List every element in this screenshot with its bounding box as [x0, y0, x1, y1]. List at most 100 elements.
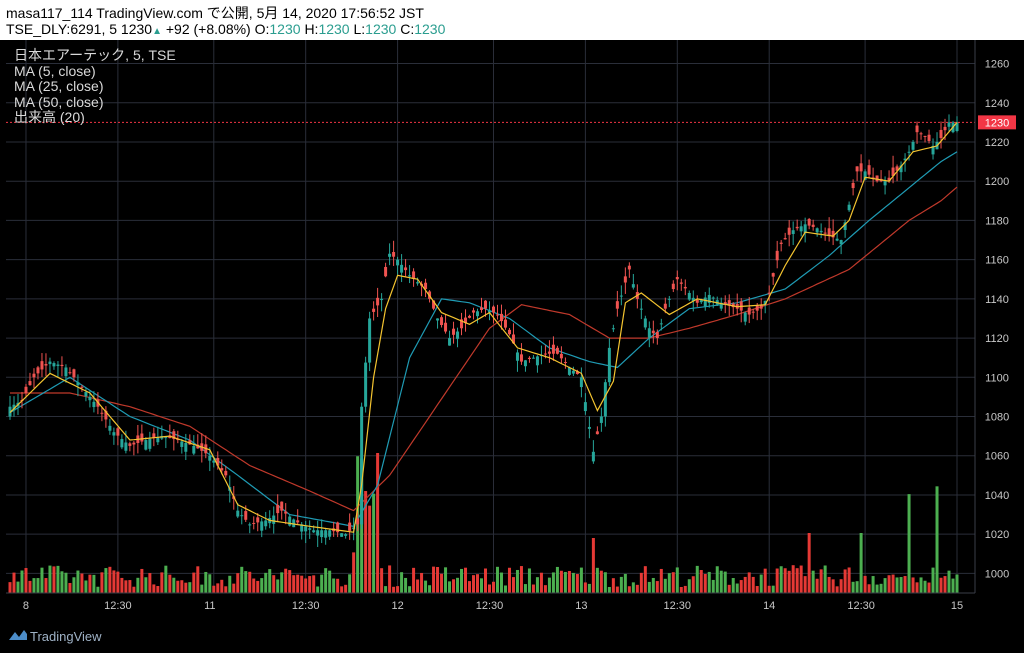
y-tick-label: 1240	[985, 98, 1009, 110]
volume-bar	[232, 583, 236, 593]
ma50-line-group	[10, 186, 958, 512]
volume-bar	[603, 572, 607, 593]
legend-ma50[interactable]: MA (50, close)	[14, 93, 104, 110]
volume-bar	[252, 578, 256, 593]
candle-body	[795, 226, 799, 229]
volume-bar	[432, 566, 436, 593]
candle-body	[895, 166, 899, 171]
candle-body	[579, 377, 583, 388]
volume-bar	[412, 567, 416, 593]
volume-bar	[156, 586, 160, 593]
candle-body	[292, 519, 296, 528]
volume-bar	[599, 570, 603, 593]
candle-body	[687, 292, 691, 300]
legend-ma5[interactable]: MA (5, close)	[14, 62, 96, 79]
candle-body	[819, 230, 823, 233]
candle-body	[8, 406, 12, 417]
legend-ma25[interactable]: MA (25, close)	[14, 78, 104, 95]
ma25-line-group	[9, 151, 958, 527]
volume-bar	[212, 585, 216, 593]
legend-symbol: 日本エアーテック, 5, TSE	[14, 47, 176, 63]
volume-bar	[168, 574, 172, 593]
volume-bar	[472, 575, 476, 593]
volume-bar	[452, 579, 456, 593]
candle-body	[340, 533, 344, 537]
up-arrow-icon: ▲	[152, 26, 162, 37]
candle-body	[591, 451, 595, 462]
volume-bar	[308, 576, 312, 593]
volume-bar	[719, 570, 723, 593]
candle-body	[647, 328, 651, 338]
x-tick-label: 12:30	[476, 600, 504, 612]
x-tick-label: 11	[204, 600, 215, 612]
volume-bar	[128, 580, 132, 593]
candle-body	[923, 135, 927, 137]
volume-bar	[619, 576, 623, 593]
volume-bar	[80, 573, 84, 593]
candle-body	[599, 416, 603, 423]
candle-body	[835, 238, 839, 241]
price-chart[interactable]: 1230 1000 1020 1040 1060 1080 1100 1120 1140 116…	[0, 40, 1024, 622]
volume-bar	[555, 566, 559, 593]
candle-body	[755, 305, 759, 311]
candle-body	[507, 329, 511, 335]
volume-bar	[480, 578, 484, 593]
volume-bar	[16, 581, 20, 593]
candle-body	[823, 232, 827, 234]
candle-body	[939, 129, 943, 139]
ma50-line	[10, 186, 958, 512]
volume-bar	[831, 579, 835, 593]
volume-bar	[84, 580, 88, 593]
low-value: 1230	[365, 21, 397, 37]
volume-bar	[655, 581, 659, 593]
candle-body	[12, 404, 16, 411]
candle-body	[571, 370, 575, 374]
x-tick-label: 12:30	[847, 600, 875, 612]
candle-body	[675, 277, 679, 280]
volume-bar	[663, 578, 667, 593]
volume-bars	[8, 453, 959, 593]
symbol-quote-line: TSE_DLY:6291, 5 1230▲ +92 (+8.08%) O:123…	[6, 21, 445, 37]
volume-bar	[799, 565, 803, 593]
candle-body	[416, 282, 420, 284]
volume-bar	[352, 552, 356, 593]
candle-body	[563, 362, 567, 364]
candle-body	[152, 433, 156, 439]
last-price-line: 1230	[6, 115, 1016, 130]
volume-bar	[288, 570, 292, 593]
volume-bar	[264, 572, 268, 593]
volume-bar	[559, 570, 563, 593]
volume-bar	[583, 582, 587, 593]
candle-body	[300, 524, 304, 532]
candle-body	[324, 530, 328, 538]
volume-bar	[563, 571, 567, 593]
candle-body	[28, 381, 32, 386]
candle-body	[887, 177, 891, 182]
volume-bar	[72, 577, 76, 593]
candle-body	[503, 319, 507, 328]
candle-body	[527, 357, 531, 359]
volume-bar	[44, 578, 48, 593]
time-axis[interactable]: 8 12:30 11 12:30 12 12:30 13 12:30 14 12:30 15	[6, 592, 975, 612]
candle-body	[767, 292, 771, 294]
candle-body	[711, 297, 715, 299]
y-tick-label: 1060	[985, 451, 1009, 463]
candle-body	[903, 158, 907, 161]
candle-body	[40, 361, 44, 370]
volume-bar	[511, 577, 515, 593]
candle-body	[140, 433, 144, 442]
price-axis[interactable]: 1000 1020 1040 1060 1080 1100 1120 1140 1160 1180…	[974, 40, 1009, 593]
volume-bar	[320, 574, 324, 593]
volume-bar	[268, 569, 272, 593]
volume-bar	[667, 573, 671, 593]
candle-body	[531, 357, 535, 359]
volume-bar	[40, 567, 44, 593]
candle-body	[803, 224, 807, 234]
candle-body	[759, 305, 763, 309]
legend-volume[interactable]: 出来高 (20)	[14, 109, 85, 126]
candle-body	[519, 354, 523, 362]
volume-bar	[571, 572, 575, 593]
candle-body	[867, 165, 871, 175]
volume-bar	[747, 572, 751, 593]
candle-body	[372, 308, 376, 312]
